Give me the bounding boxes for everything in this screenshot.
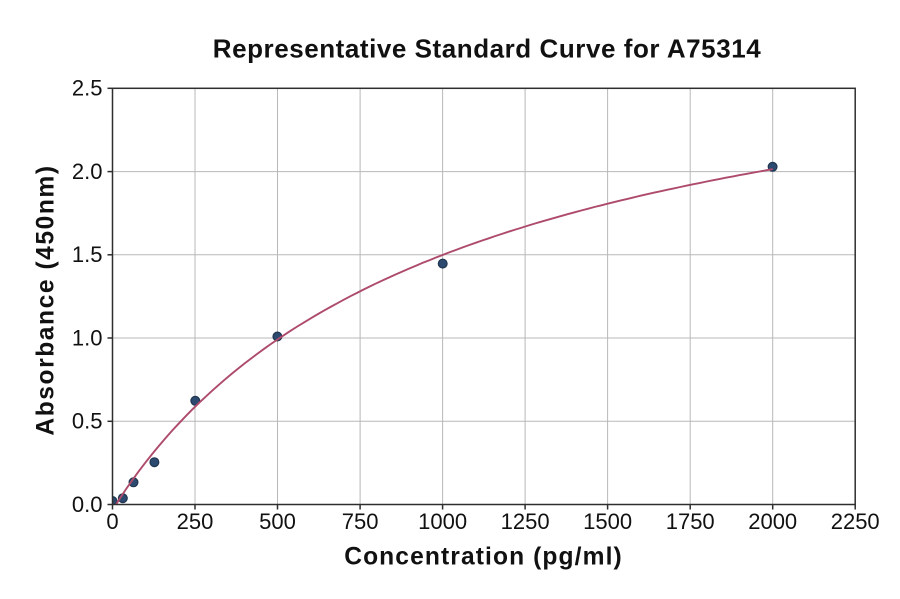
svg-text:500: 500	[259, 509, 296, 534]
svg-text:1250: 1250	[501, 509, 550, 534]
svg-text:0.5: 0.5	[72, 409, 103, 434]
svg-text:Absorbance (450nm): Absorbance (450nm)	[33, 164, 60, 435]
svg-text:1.0: 1.0	[72, 325, 103, 350]
svg-text:250: 250	[177, 509, 214, 534]
svg-text:Representative Standard Curve: Representative Standard Curve for A75314	[213, 33, 761, 63]
svg-text:1750: 1750	[666, 509, 715, 534]
svg-text:2.5: 2.5	[72, 76, 103, 101]
svg-text:1.5: 1.5	[72, 242, 103, 267]
svg-text:2.0: 2.0	[72, 159, 103, 184]
svg-text:2250: 2250	[831, 509, 880, 534]
svg-text:1500: 1500	[583, 509, 632, 534]
svg-text:0: 0	[106, 509, 118, 534]
svg-text:1000: 1000	[418, 509, 467, 534]
svg-text:0.0: 0.0	[72, 492, 103, 517]
svg-text:750: 750	[342, 509, 379, 534]
svg-text:2000: 2000	[748, 509, 797, 534]
svg-text:Concentration (pg/ml): Concentration (pg/ml)	[344, 544, 623, 571]
